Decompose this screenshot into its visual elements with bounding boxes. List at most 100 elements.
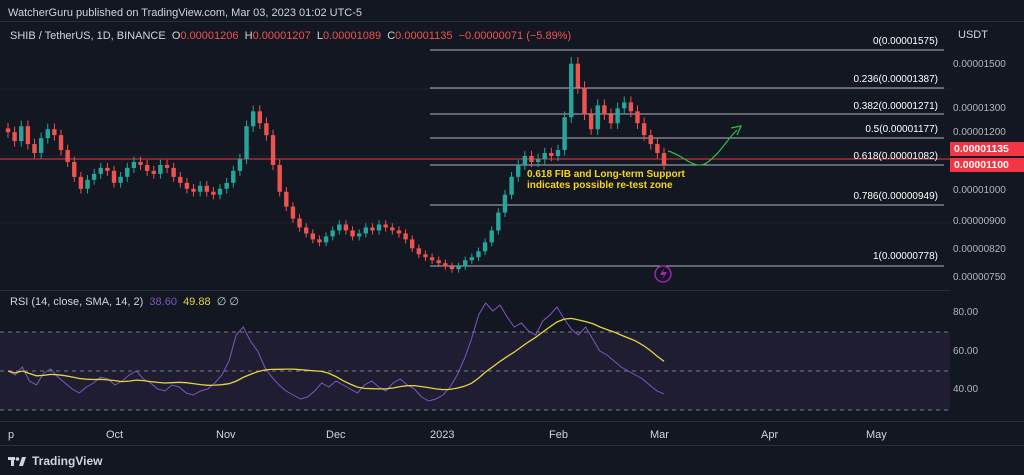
candle-body xyxy=(535,158,541,162)
currency-label: USDT xyxy=(958,29,988,41)
top-divider xyxy=(0,21,1024,22)
open-value: 0.00001206 xyxy=(180,30,239,42)
candle-body xyxy=(469,257,475,261)
candle-body xyxy=(184,182,190,189)
candle-body xyxy=(277,164,282,192)
candle-body xyxy=(12,132,17,142)
candle-body xyxy=(72,161,77,177)
annotation-line-1: 0.618 FIB and Long-term Support xyxy=(527,169,685,180)
fib-label-0382: 0.382(0.00001271) xyxy=(853,101,938,112)
candle-body xyxy=(323,236,329,243)
price-gridlines xyxy=(0,88,950,224)
candle-body xyxy=(337,224,342,231)
rsi-tick: 40.00 xyxy=(953,384,979,395)
candle-body xyxy=(164,164,170,168)
low-label: L xyxy=(316,30,323,42)
candle-body xyxy=(410,239,415,249)
candle-body xyxy=(416,248,422,255)
time-label: Mar xyxy=(650,429,669,441)
candle-body xyxy=(197,185,203,192)
candle-body xyxy=(429,257,435,261)
price-tick: 0.00001000 xyxy=(953,185,1006,196)
candle-body xyxy=(38,138,44,154)
tradingview-logo-icon xyxy=(8,457,26,466)
candle-body xyxy=(317,239,322,243)
annotation-text: 0.618 FIB and Long-term Support indicate… xyxy=(527,169,685,191)
price-chart[interactable] xyxy=(0,22,950,290)
candle-body xyxy=(456,266,461,270)
footer-divider xyxy=(0,445,1024,446)
candle-body xyxy=(270,135,276,165)
candle-body xyxy=(85,179,90,189)
candle-body xyxy=(98,167,103,174)
candle-body xyxy=(32,144,37,154)
candle-body xyxy=(622,102,627,109)
candle-body xyxy=(144,164,150,171)
rsi-tick: 60.00 xyxy=(953,346,979,357)
tradingview-footer[interactable]: TradingView xyxy=(8,454,102,468)
symbol-name: SHIB / TetherUS, 1D, BINANCE xyxy=(10,30,166,42)
support-price-badge: 0.00001100 xyxy=(950,158,1024,172)
candle-body xyxy=(204,185,209,192)
candle-body xyxy=(78,176,84,189)
fib-label-1: 1(0.00000778) xyxy=(872,251,938,262)
candle-body xyxy=(363,227,369,234)
candle-body xyxy=(65,150,70,162)
event-icon xyxy=(654,265,672,283)
candle-body xyxy=(356,233,362,237)
candle-body xyxy=(615,108,620,124)
rsi-extra-1: ∅ xyxy=(216,296,227,308)
candle-body xyxy=(449,266,455,270)
rsi-name: RSI (14, close, SMA, 14, 2) xyxy=(10,296,144,308)
candle-body xyxy=(131,161,137,168)
candle-body xyxy=(91,173,97,180)
price-tick: 0.00000750 xyxy=(953,272,1006,283)
candle-body xyxy=(588,114,594,130)
candle-series xyxy=(5,57,667,273)
candle-body xyxy=(158,164,163,174)
rsi-sma-value: 49.88 xyxy=(183,296,211,308)
last-price-badge: 0.00001135 xyxy=(950,142,1024,156)
candle-body xyxy=(502,194,508,213)
candle-body xyxy=(602,105,607,115)
pane-divider[interactable] xyxy=(0,290,950,291)
candle-body xyxy=(290,206,296,219)
candle-body xyxy=(171,167,176,177)
candle-body xyxy=(191,188,196,192)
low-value: 0.00001089 xyxy=(322,30,382,42)
candle-body xyxy=(661,153,667,165)
candle-body xyxy=(19,126,24,142)
candle-body xyxy=(595,105,600,130)
candle-body xyxy=(343,224,349,231)
time-label: May xyxy=(866,429,887,441)
candle-body xyxy=(376,224,382,231)
time-axis-divider xyxy=(0,421,1024,422)
fib-label-0618: 0.618(0.00001082) xyxy=(853,151,938,162)
candle-body xyxy=(575,63,581,88)
candle-body xyxy=(549,153,554,156)
time-label: Nov xyxy=(216,429,236,441)
candle-body xyxy=(284,191,289,207)
candle-body xyxy=(516,164,521,177)
candle-body xyxy=(569,63,574,118)
rsi-value: 38.60 xyxy=(149,296,177,308)
candle-body xyxy=(403,233,408,240)
close-label: C xyxy=(387,30,396,42)
candle-body xyxy=(111,170,117,183)
candle-body xyxy=(138,161,143,165)
time-label: Dec xyxy=(326,429,346,441)
candle-body xyxy=(224,182,229,189)
change-value: −0.00000071 (−5.89%) xyxy=(458,30,572,42)
candle-body xyxy=(628,102,634,112)
candle-body xyxy=(443,263,448,267)
rsi-legend: RSI (14, close, SMA, 14, 2) 38.60 49.88 … xyxy=(10,295,239,308)
price-tick: 0.00000900 xyxy=(953,216,1006,227)
candle-body xyxy=(383,224,388,228)
publisher-text: WatcherGuru published on TradingView.com… xyxy=(8,7,363,19)
fib-label-0236: 0.236(0.00001387) xyxy=(853,74,938,85)
high-label: H xyxy=(244,30,253,42)
candle-body xyxy=(297,218,302,228)
projection-arrowhead xyxy=(730,125,743,136)
candle-body xyxy=(522,156,528,165)
rsi-chart[interactable] xyxy=(0,291,950,421)
